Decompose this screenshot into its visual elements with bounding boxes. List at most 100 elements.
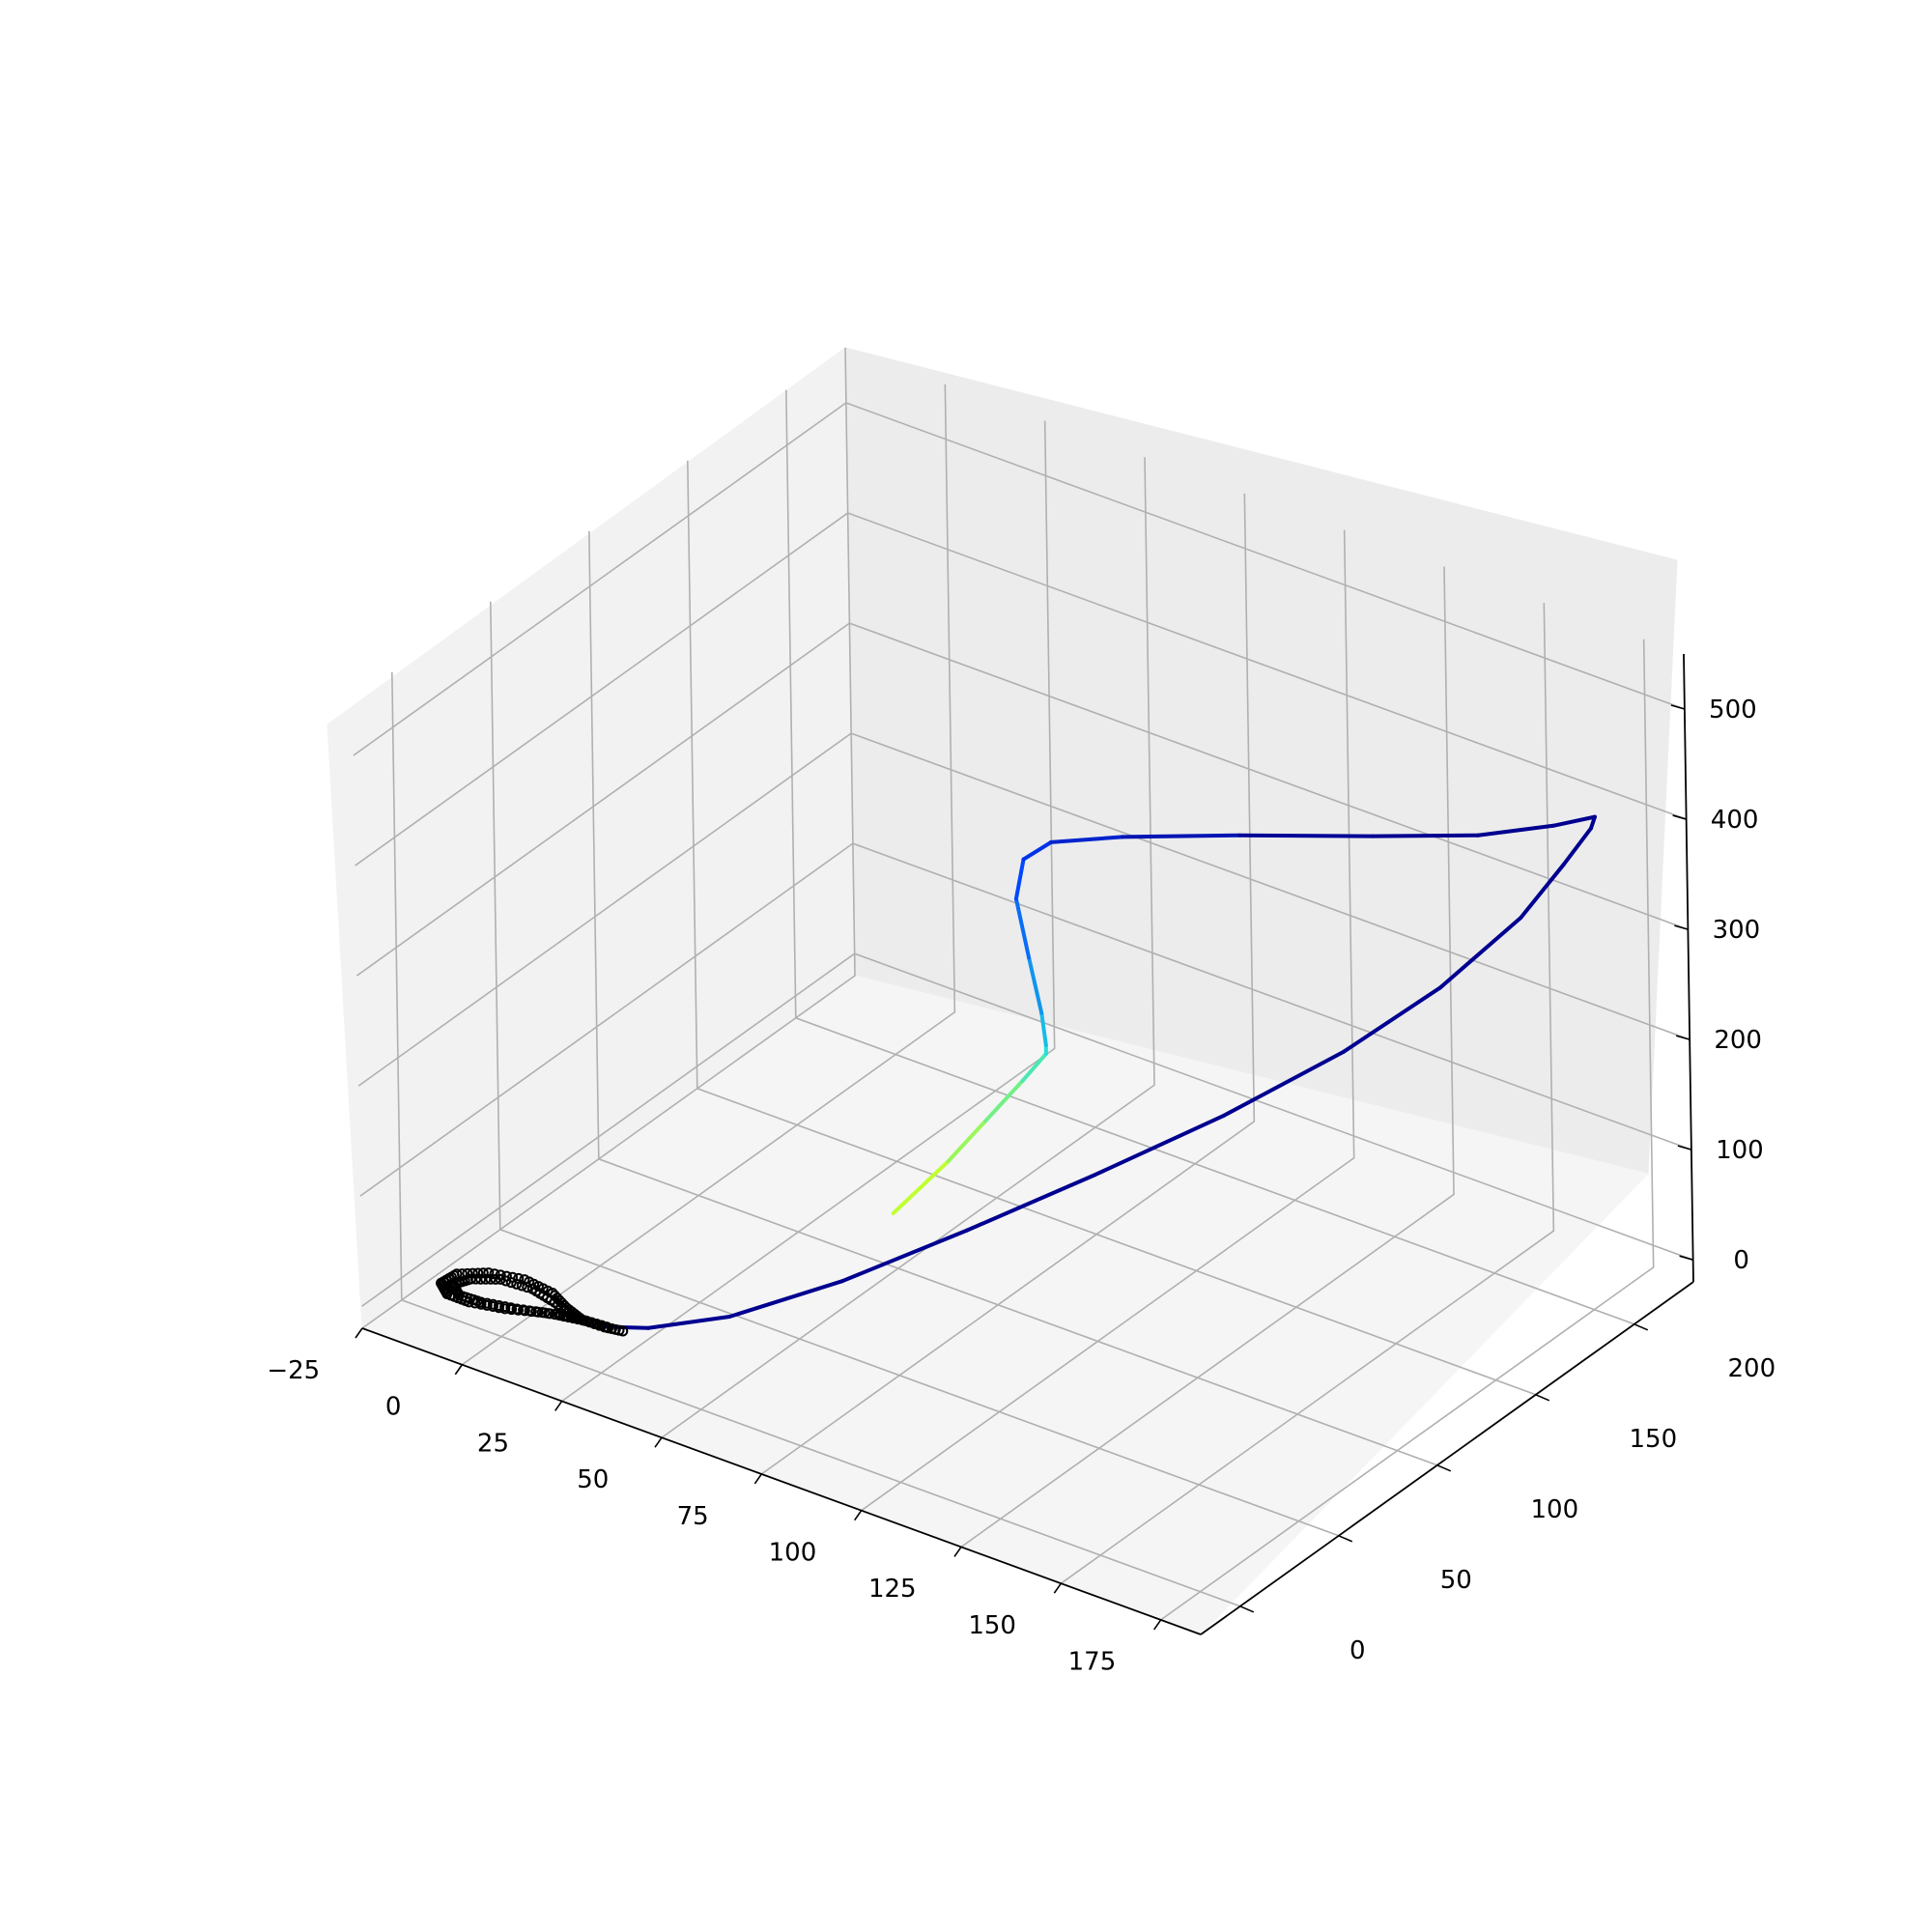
z-tick-label: 400 [1711,806,1759,835]
y-tick-label: 0 [1350,1636,1366,1665]
attractor-point [511,1303,523,1315]
grid-lines [353,347,1693,1621]
trajectory-segment [1437,916,1523,990]
y-tick-mark [1535,1394,1550,1402]
attractor-point [481,1297,493,1309]
x-tick-label: 50 [577,1465,609,1494]
z-tick-mark [1677,1145,1692,1151]
trajectory-segment [1371,833,1480,838]
x-tick-mark [753,1473,762,1485]
attractor-point [579,1315,590,1326]
tick-marks [355,704,1693,1631]
attractor-point [522,1282,533,1293]
attractor-point [472,1267,484,1279]
y-gridline [588,530,1438,1466]
x-tick-mark [554,1401,563,1411]
x-tick-label: 25 [477,1429,509,1458]
x-gridline [461,384,956,1366]
x-gridline [661,457,1155,1438]
z-gridline [355,622,1689,977]
trajectory-segment [1237,833,1376,838]
z-tick-mark [1679,1255,1693,1261]
attractor-point [617,1325,629,1337]
attractor-point [524,1305,535,1317]
y-tick-mark [1338,1535,1353,1543]
y-gridline [490,601,1340,1537]
z-gridline [353,402,1686,756]
x-tick-label: −25 [267,1356,320,1385]
x-tick-mark [854,1510,863,1521]
y-tick-label: 150 [1629,1425,1677,1454]
attractor-point [500,1275,512,1287]
x-tick-mark [1053,1582,1062,1594]
z-axis-line [1683,653,1694,1283]
trajectory-segment [1013,857,1026,901]
y-gridline [687,460,1537,1396]
trajectory-segment [1342,985,1442,1054]
x-gridline [861,529,1355,1512]
attractor-point [549,1309,560,1321]
z-gridline [359,842,1692,1197]
trajectory-segment [1221,1049,1347,1119]
x-gridline [1160,639,1655,1621]
tick-labels: −25 0 25 50 75 100 125 150 175 0 50 100 150 200 0 100 20… [267,696,1776,1677]
attractor-point [505,1277,517,1289]
x-gridline [760,493,1256,1475]
z-gridline [357,732,1690,1087]
y-tick-mark [1239,1605,1255,1613]
series-layer [436,814,1597,1337]
x-tick-label: 150 [968,1611,1016,1640]
trajectory-segment [646,1314,732,1330]
x-gridline [561,420,1056,1403]
z-gridline [355,512,1687,867]
attractor-point [487,1298,498,1310]
attractor-point [470,1273,482,1285]
attractor-point [536,1307,548,1319]
z-tick-label: 100 [1716,1136,1764,1165]
trajectory-segment [891,1159,951,1215]
x-tick-label: 125 [868,1575,917,1604]
x-tick-label: 75 [677,1502,709,1531]
x-tick-label: 175 [1068,1648,1117,1677]
z-tick-mark [1670,704,1686,710]
trajectory-series [604,814,1597,1330]
attractor-point [583,1317,595,1328]
trajectory-segment [983,1078,1025,1123]
y-tick-label: 50 [1440,1566,1472,1595]
y-tick-label: 200 [1727,1354,1776,1383]
trajectory-segment [1039,1010,1048,1047]
attractor-point [499,1301,511,1313]
trajectory-segment [727,1279,844,1319]
y-tick-mark [1634,1323,1649,1331]
attractor-point [485,1273,497,1285]
attractor-point [511,1278,523,1290]
attractor-point [467,1267,478,1279]
axis-panes [327,347,1678,1635]
attractor-point [516,1280,527,1292]
attractor-point [589,1318,601,1329]
trajectory-segment [1049,835,1125,844]
y-gridline [391,671,1241,1607]
trajectory-segment [839,1228,969,1284]
trajectory-segment [1550,814,1597,828]
y-axis-line [1200,1281,1694,1635]
x-tick-mark [654,1436,663,1448]
attractor-point [465,1273,476,1285]
z-tick-mark [1672,814,1687,820]
x-tick-label: 100 [769,1538,817,1567]
attractor-point [530,1306,542,1318]
attractor-point [569,1312,581,1323]
y-gridline [785,389,1635,1325]
x-gridline [361,347,856,1329]
y-tick-label: 100 [1530,1495,1578,1524]
x-gridline [1060,603,1555,1584]
attractor-series [436,1267,629,1337]
z-gridline [361,952,1693,1307]
trajectory-segment [1475,823,1555,838]
trajectory-segment [1121,833,1242,839]
attractor-point [543,1308,554,1320]
trajectory-segment [1013,896,1032,960]
attractor-point [495,1273,506,1285]
attractor-point [494,1299,505,1311]
